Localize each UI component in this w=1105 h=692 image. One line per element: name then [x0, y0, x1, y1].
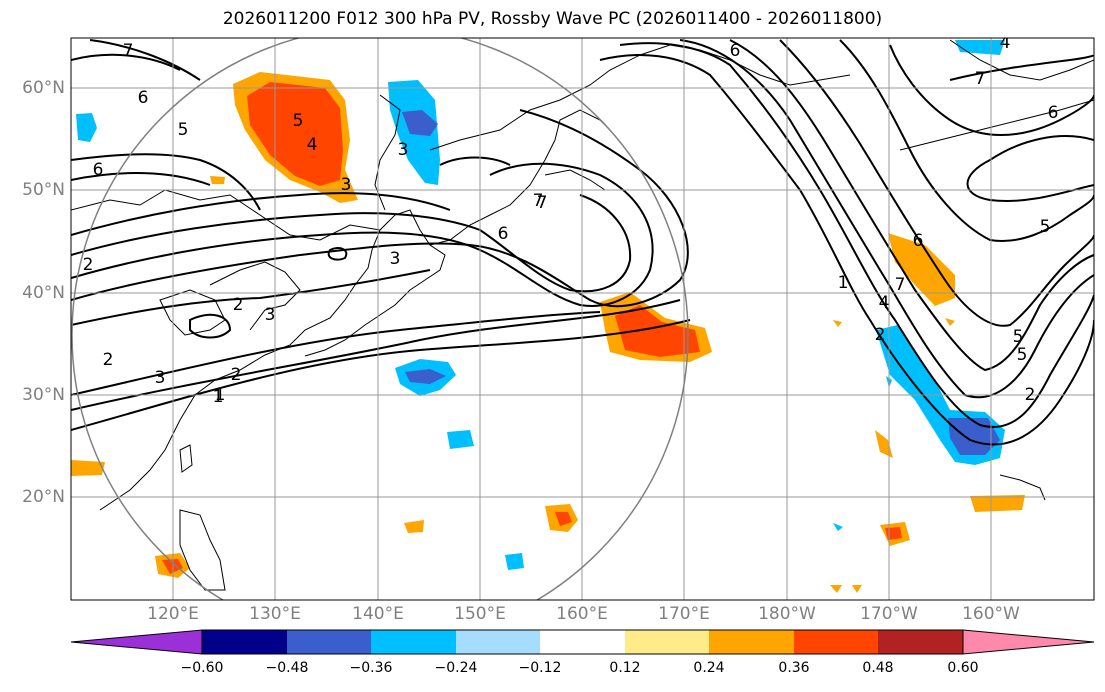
- colorbar-tick-label: 0.36: [778, 660, 810, 676]
- contour-label: 5: [1017, 345, 1028, 365]
- contour-label: 1: [213, 387, 224, 407]
- region-circle: [71, 38, 689, 600]
- colorbar-tick-label: −0.24: [434, 660, 478, 676]
- colorbar-min-extension: [70, 629, 203, 655]
- colorbar-tick-label: 0.60: [947, 660, 979, 676]
- contour-label: 4: [1000, 33, 1011, 53]
- colorbar-segment: [287, 630, 371, 654]
- lat-label-60n: 60°N: [22, 78, 65, 98]
- lon-label-140e: 140°E: [352, 604, 404, 624]
- colorbar-segment: [878, 630, 963, 654]
- contour-label: 2: [103, 350, 114, 370]
- lat-label-50n: 50°N: [22, 180, 65, 200]
- colorbar-segment: [794, 630, 878, 654]
- contour-label: 7: [895, 275, 906, 295]
- colorbar-segment: [625, 630, 709, 654]
- graticule: [71, 38, 1094, 600]
- contour-label: 3: [398, 140, 409, 160]
- lon-label-130e: 130°E: [249, 604, 301, 624]
- negative-anomaly-areas: [76, 40, 1005, 570]
- colorbar-tick-label: −0.60: [180, 660, 224, 676]
- colorbar-tick-label: 0.48: [862, 660, 894, 676]
- colorbar-tick-label: 0.24: [693, 660, 725, 676]
- colorbar-outline: [201, 629, 964, 655]
- contour-label: 7: [533, 191, 544, 211]
- colorbar: [70, 629, 1095, 655]
- colorbar-tick-label: −0.48: [265, 660, 309, 676]
- contour-label: 4: [307, 135, 318, 155]
- colorbar-tick-label: −0.36: [349, 660, 393, 676]
- lon-label-120e: 120°E: [147, 604, 199, 624]
- contour-label: 1: [215, 385, 226, 405]
- contour-label: 7: [123, 41, 134, 61]
- contour-label: 2: [233, 295, 244, 315]
- contour-label: 5: [1040, 217, 1051, 237]
- contour-label: 2: [83, 255, 94, 275]
- map-title: 2026011200 F012 300 hPa PV, Rossby Wave …: [222, 9, 883, 29]
- contour-label: 3: [155, 368, 166, 388]
- contour-label: 2: [231, 365, 242, 385]
- contour-label: 7: [537, 193, 548, 213]
- colorbar-max-extension: [962, 629, 1095, 655]
- lat-label-20n: 20°N: [22, 487, 65, 507]
- colorbar-segment: [540, 630, 625, 654]
- contour-label: 6: [913, 231, 924, 251]
- lon-label-150e: 150°E: [454, 604, 506, 624]
- contour-label: 2: [1025, 385, 1036, 405]
- contour-label: 6: [93, 160, 104, 180]
- lat-label-40n: 40°N: [22, 283, 65, 303]
- colorbar-segment: [202, 630, 287, 654]
- lat-label-30n: 30°N: [22, 385, 65, 405]
- contour-label: 6: [138, 88, 149, 108]
- contour-label: 3: [265, 305, 276, 325]
- contour-label: 3: [341, 175, 352, 195]
- contour-label: 3: [390, 249, 401, 269]
- contour-label: 6: [498, 224, 509, 244]
- lon-label-160e: 160°E: [556, 604, 608, 624]
- contour-label: 5: [1013, 327, 1024, 347]
- colorbar-tick-label: 0.12: [609, 660, 641, 676]
- contour-label: 6: [1048, 103, 1059, 123]
- map-frame: [70, 37, 1095, 601]
- contour-label: 7: [975, 69, 986, 89]
- pv-contours: [71, 39, 1094, 446]
- contour-label: 5: [293, 111, 304, 131]
- contour-label: 4: [879, 293, 890, 313]
- lon-label-160w: 160°W: [962, 604, 1020, 624]
- contour-label: 6: [730, 41, 741, 61]
- contour-label: 2: [875, 325, 886, 345]
- colorbar-segment: [371, 630, 456, 654]
- colorbar-segment: [709, 630, 794, 654]
- colorbar-segment: [456, 630, 540, 654]
- lon-label-170e: 170°E: [658, 604, 710, 624]
- contour-label: 5: [178, 120, 189, 140]
- colorbar-tick-label: −0.12: [518, 660, 562, 676]
- lon-label-170w: 170°W: [860, 604, 918, 624]
- contour-label-group: 7 6 5 6 5 4 3 2 1 7 6 3 2 3 2 1 2 3 7 6 …: [83, 33, 1059, 407]
- contour-label: 1: [838, 273, 849, 293]
- lon-label-180w: 180°W: [758, 604, 816, 624]
